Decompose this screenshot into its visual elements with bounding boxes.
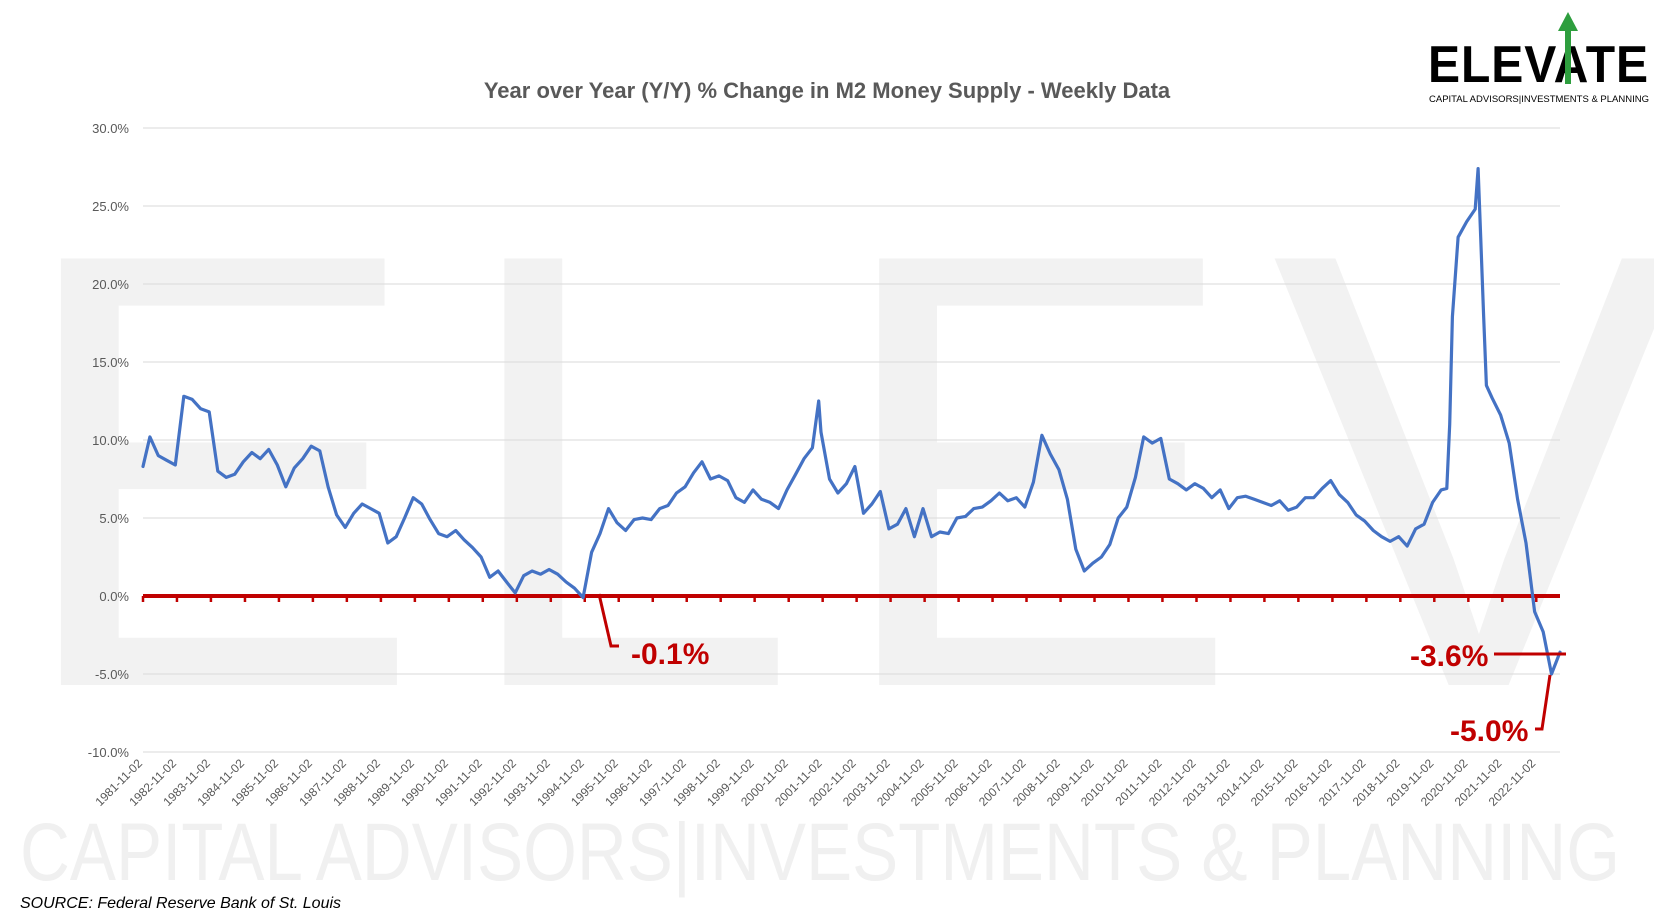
y-axis-ticks: 30.0% 25.0% 20.0% 15.0% 10.0% 5.0% 0.0% -5.0% -1… xyxy=(88,121,130,760)
y-tick-label: 15.0% xyxy=(92,355,129,370)
annotation-latest: -3.6% xyxy=(1410,640,1488,673)
annotation-min-1995: -0.1% xyxy=(631,638,709,671)
annotation-min-2023: -5.0% xyxy=(1450,715,1528,748)
logo-arrow-icon xyxy=(1558,12,1578,84)
chart-title: Year over Year (Y/Y) % Change in M2 Mone… xyxy=(484,78,1171,103)
annotation-leaders xyxy=(597,593,1566,731)
watermark-tagline: CAPITAL ADVISORS|INVESTMENTS & PLANNING xyxy=(20,807,1620,898)
y-tick-label: 30.0% xyxy=(92,121,129,136)
logo-tagline: CAPITAL ADVISORS|INVESTMENTS & PLANNING xyxy=(1429,94,1649,105)
y-tick-label: 25.0% xyxy=(92,199,129,214)
y-tick-label: 0.0% xyxy=(99,589,129,604)
logo: ELEVATE CAPITAL ADVISORS|INVESTMENTS & P… xyxy=(1428,12,1649,105)
y-tick-label: -5.0% xyxy=(95,667,129,682)
y-tick-label: 5.0% xyxy=(99,511,129,526)
watermark: ELEVATE CAPITAL ADVISORS|INVESTMENTS & P… xyxy=(10,125,1654,898)
logo-word: ELEVATE xyxy=(1428,36,1649,94)
watermark-word: ELEVATE xyxy=(10,125,1654,817)
source-note: SOURCE: Federal Reserve Bank of St. Loui… xyxy=(20,895,341,912)
y-tick-label: 20.0% xyxy=(92,277,129,292)
y-tick-label: 10.0% xyxy=(92,433,129,448)
series-line-0 xyxy=(141,167,1562,676)
annotation-leader-min-2023 xyxy=(1535,674,1552,731)
series-layer xyxy=(141,167,1562,676)
y-tick-label: -10.0% xyxy=(88,745,130,760)
zero-reference-line xyxy=(141,594,1560,602)
annotation-leader-min-1995 xyxy=(597,593,619,648)
